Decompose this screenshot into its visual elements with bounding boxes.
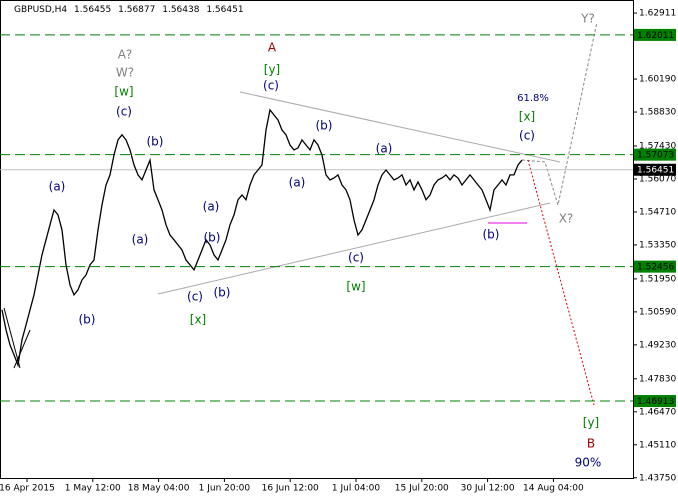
high: 1.56877 bbox=[118, 5, 155, 15]
y-tick-label: 1.56070 bbox=[639, 174, 676, 184]
channel-line bbox=[3, 307, 21, 369]
x-tick-label: 15 Jul 20:00 bbox=[395, 484, 449, 494]
y-tick-label: 1.45110 bbox=[639, 440, 676, 450]
level-label: 1.57073 bbox=[637, 151, 674, 161]
wave-label: [y] bbox=[583, 416, 599, 430]
x-tick-label: 18 May 04:00 bbox=[128, 484, 190, 494]
trend-line bbox=[239, 91, 561, 163]
wave-label: (c) bbox=[116, 105, 132, 119]
y-tick-label: 1.60190 bbox=[639, 75, 676, 85]
wave-label: 90% bbox=[575, 456, 602, 470]
level-label: 1.52456 bbox=[637, 263, 674, 273]
y-tick-label: 1.46470 bbox=[639, 407, 676, 417]
wave-label: (c) bbox=[348, 251, 364, 265]
level-box bbox=[634, 260, 676, 273]
x-tick-label: 30 Jul 12:00 bbox=[461, 484, 515, 494]
trend-line bbox=[157, 202, 551, 295]
level-label: 1.46913 bbox=[637, 397, 674, 407]
y-tick-label: 1.43750 bbox=[639, 473, 676, 483]
y-tick-label: 1.53350 bbox=[639, 240, 676, 250]
y-tick-label: 1.58830 bbox=[639, 108, 676, 118]
header: GBPUSD,H4 1.56455 1.56877 1.56438 1.5645… bbox=[14, 5, 244, 15]
wave-label: (b) bbox=[483, 228, 500, 242]
wave-label: (c) bbox=[263, 79, 279, 93]
wave-label: (a) bbox=[49, 180, 66, 194]
wave-label: A? bbox=[118, 48, 133, 62]
wave-label: (a) bbox=[132, 233, 149, 247]
wave-label: W? bbox=[116, 66, 134, 80]
wave-label: (b) bbox=[214, 286, 231, 300]
last-price-box bbox=[634, 163, 676, 176]
level-label: 1.62011 bbox=[637, 31, 674, 41]
price-line bbox=[1, 108, 523, 368]
projection-line bbox=[527, 159, 595, 406]
wave-label: (a) bbox=[289, 176, 306, 190]
open: 1.56455 bbox=[74, 5, 111, 15]
last-price-label: 1.56451 bbox=[637, 166, 674, 176]
level-box bbox=[634, 148, 676, 161]
wave-label: [x] bbox=[519, 110, 535, 124]
wave-label: (c) bbox=[519, 129, 535, 143]
y-tick-label: 1.54710 bbox=[639, 207, 676, 217]
symbol: GBPUSD,H4 bbox=[14, 5, 67, 15]
x-tick-label: 14 Aug 04:00 bbox=[523, 484, 584, 494]
x-tick-label: 16 Jun 12:00 bbox=[262, 484, 319, 494]
wave-label: [y] bbox=[264, 63, 280, 77]
close: 1.56451 bbox=[206, 5, 243, 15]
wave-label: (a) bbox=[376, 142, 393, 156]
y-tick-label: 1.51950 bbox=[639, 274, 676, 284]
wave-label: (c) bbox=[187, 290, 203, 304]
wave-label: Y? bbox=[580, 12, 595, 26]
wave-label: [w] bbox=[114, 85, 133, 99]
wave-label: [x] bbox=[190, 313, 206, 327]
low: 1.56438 bbox=[162, 5, 199, 15]
y-tick-label: 1.47830 bbox=[639, 374, 676, 384]
wave-label: [w] bbox=[346, 280, 365, 294]
x-tick-label: 1 Jun 20:00 bbox=[199, 484, 251, 494]
wave-label: X? bbox=[559, 212, 574, 226]
wave-label: 61.8% bbox=[517, 93, 549, 104]
wave-label: (b) bbox=[316, 119, 333, 133]
level-box bbox=[634, 395, 676, 408]
x-tick-label: 1 Jul 04:00 bbox=[332, 484, 381, 494]
wave-label: (b) bbox=[79, 313, 96, 327]
y-tick-label: 1.50590 bbox=[639, 307, 676, 317]
projection-line bbox=[521, 21, 598, 206]
y-tick-label: 1.49230 bbox=[639, 340, 676, 350]
wave-label: (a) bbox=[203, 200, 220, 214]
plot-frame bbox=[0, 0, 634, 479]
wave-label: (b) bbox=[204, 231, 221, 245]
y-tick-label: 1.62911 bbox=[639, 9, 676, 19]
level-box bbox=[634, 28, 676, 41]
wave-label: (b) bbox=[147, 135, 164, 149]
wave-label: A bbox=[268, 41, 277, 55]
wave-label: B bbox=[587, 437, 595, 451]
y-tick-label: 1.57430 bbox=[639, 141, 676, 151]
x-tick-label: 1 May 12:00 bbox=[65, 484, 121, 494]
x-tick-label: 16 Apr 2015 bbox=[0, 484, 55, 494]
